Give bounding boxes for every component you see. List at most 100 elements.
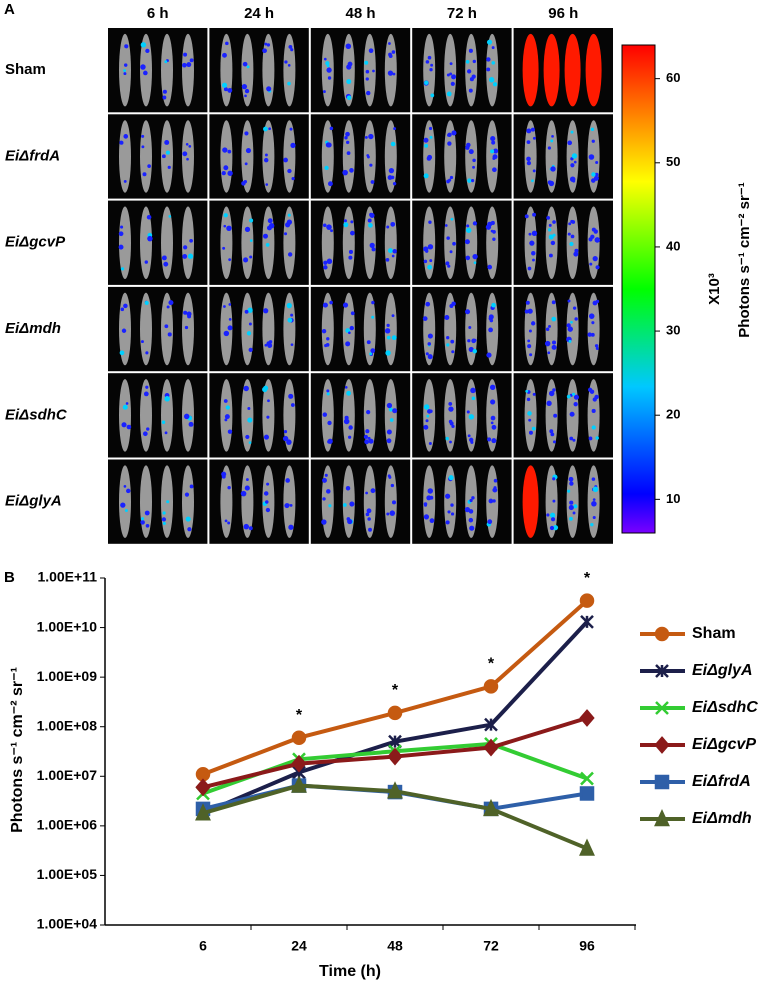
signal [368, 48, 374, 53]
panel-label: B [4, 569, 15, 586]
fish [545, 120, 558, 193]
colorbar-multiplier: X10³ [706, 273, 723, 305]
signal [471, 179, 475, 183]
fish [465, 120, 478, 193]
signal [567, 489, 571, 493]
colorbar-tick-label: 20 [666, 407, 680, 422]
signal [391, 335, 397, 341]
signal [571, 392, 576, 396]
fish [564, 33, 581, 107]
signal [287, 168, 292, 174]
signal [548, 234, 554, 240]
signal [532, 169, 536, 173]
signal [546, 400, 552, 406]
signal [392, 249, 397, 254]
signal [447, 141, 452, 146]
fish [262, 120, 275, 193]
signal [166, 305, 170, 309]
x-tick-label: 72 [483, 938, 499, 954]
fish [161, 206, 173, 279]
legend-label: EiΔfrdA [692, 773, 751, 790]
signal [445, 261, 450, 266]
fish [241, 206, 254, 279]
signal [591, 425, 596, 430]
signal [288, 44, 293, 49]
signal [391, 50, 396, 54]
signal [548, 223, 552, 227]
signal [323, 265, 328, 270]
signal [573, 251, 579, 257]
fish [283, 292, 296, 366]
signal [445, 436, 449, 441]
signal [288, 524, 294, 530]
signal [344, 415, 349, 420]
signal [527, 411, 532, 416]
row-label: EiΔgcvP [5, 234, 66, 251]
signal [147, 164, 151, 168]
signal [444, 314, 450, 320]
fish [384, 292, 397, 366]
signal [423, 502, 428, 506]
signal [587, 387, 593, 392]
signal [425, 352, 429, 356]
signal [470, 387, 476, 394]
signal [222, 147, 228, 153]
signal [244, 226, 251, 233]
signal [389, 418, 394, 422]
signal [429, 518, 435, 524]
signal [147, 235, 153, 242]
signal [471, 338, 476, 344]
signal [492, 499, 496, 503]
signal [592, 498, 596, 501]
signal [467, 339, 471, 343]
signal [446, 73, 450, 77]
panel-label: A [4, 1, 15, 18]
signal [327, 439, 331, 444]
signal [346, 151, 351, 155]
signal [464, 309, 471, 315]
series [195, 709, 595, 797]
signal [369, 213, 375, 218]
signal [529, 240, 535, 246]
signal [468, 325, 472, 329]
signal [286, 439, 292, 445]
signal [429, 409, 433, 414]
colorbar-tick-label: 60 [666, 70, 680, 85]
signal [386, 323, 390, 327]
signal [287, 64, 291, 67]
signal [547, 146, 551, 150]
signal [284, 60, 288, 64]
marker [195, 778, 211, 797]
signal [588, 436, 593, 441]
signal [466, 69, 472, 74]
signal [425, 419, 429, 423]
signal [223, 87, 228, 92]
signal [368, 133, 374, 140]
signal [326, 258, 333, 265]
signal [595, 161, 599, 165]
signal [446, 336, 450, 340]
signal [228, 303, 232, 306]
signal [123, 72, 127, 76]
signal [391, 500, 396, 505]
signal [569, 500, 574, 505]
signal [189, 238, 193, 243]
signal [326, 337, 330, 341]
signal [161, 420, 166, 424]
signal [466, 410, 470, 414]
signal [425, 301, 431, 307]
signal [366, 154, 370, 157]
signal [364, 60, 369, 65]
signal [221, 82, 228, 88]
fish [283, 33, 296, 107]
fish [321, 292, 334, 366]
y-axis-label: Photons s⁻¹ cm⁻² sr⁻¹ [9, 667, 26, 833]
signal [162, 511, 166, 515]
signal [552, 477, 556, 481]
signal [287, 317, 293, 323]
signal [120, 267, 125, 271]
signal [121, 422, 127, 428]
signal [492, 167, 497, 173]
signal [532, 136, 536, 140]
signal [451, 301, 456, 306]
